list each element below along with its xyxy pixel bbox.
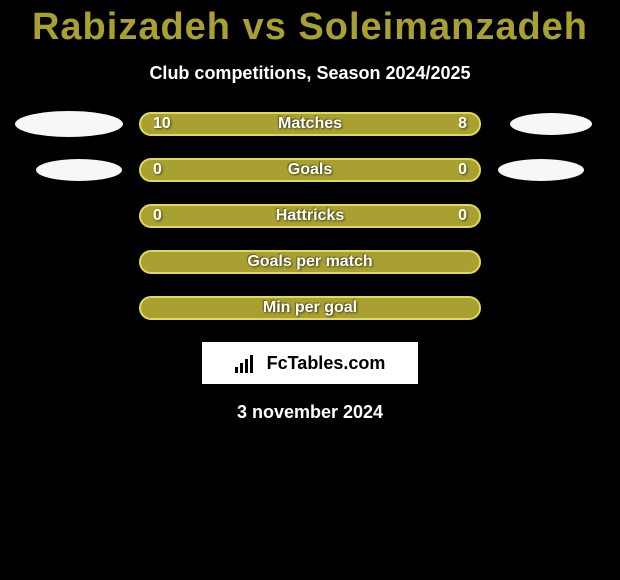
brand-badge: FcTables.com — [202, 342, 418, 384]
left-ellipse — [15, 111, 123, 137]
stat-right-value: 8 — [458, 115, 467, 133]
right-ellipse-slot — [491, 158, 611, 182]
stats-container: 10 Matches 8 0 Goals 0 0 Hattricks 0 Goals per ma… — [0, 112, 620, 320]
left-ellipse-slot — [9, 296, 129, 320]
stat-bar: 0 Goals 0 — [139, 158, 481, 182]
left-ellipse-slot — [9, 250, 129, 274]
page-title: Rabizadeh vs Soleimanzadeh — [0, 0, 620, 49]
left-ellipse-slot — [9, 204, 129, 228]
stat-left-value: 10 — [153, 115, 171, 133]
comparison-infographic: Rabizadeh vs Soleimanzadeh Club competit… — [0, 0, 620, 580]
stat-bar: 0 Hattricks 0 — [139, 204, 481, 228]
stat-left-value: 0 — [153, 207, 162, 225]
right-ellipse-slot — [491, 204, 611, 228]
stat-label: Min per goal — [263, 299, 357, 317]
stat-bar: Min per goal — [139, 296, 481, 320]
stat-right-value: 0 — [458, 161, 467, 179]
left-ellipse — [36, 159, 122, 181]
stat-row: 10 Matches 8 — [0, 112, 620, 136]
brand-text: FcTables.com — [267, 353, 386, 374]
stat-row: Min per goal — [0, 296, 620, 320]
stat-bar: 10 Matches 8 — [139, 112, 481, 136]
stat-left-value: 0 — [153, 161, 162, 179]
stat-row: 0 Goals 0 — [0, 158, 620, 182]
stat-row: Goals per match — [0, 250, 620, 274]
right-ellipse-slot — [491, 112, 611, 136]
stat-bar: Goals per match — [139, 250, 481, 274]
right-ellipse — [510, 113, 592, 135]
left-ellipse-slot — [9, 112, 129, 136]
right-ellipse-slot — [491, 296, 611, 320]
right-ellipse-slot — [491, 250, 611, 274]
bar-chart-icon — [235, 353, 261, 373]
left-ellipse-slot — [9, 158, 129, 182]
stat-label: Hattricks — [276, 207, 344, 225]
right-ellipse — [498, 159, 584, 181]
stat-label: Goals — [288, 161, 332, 179]
subtitle: Club competitions, Season 2024/2025 — [0, 63, 620, 84]
stat-row: 0 Hattricks 0 — [0, 204, 620, 228]
date-text: 3 november 2024 — [0, 402, 620, 423]
stat-label: Goals per match — [247, 253, 372, 271]
stat-right-value: 0 — [458, 207, 467, 225]
stat-label: Matches — [278, 115, 342, 133]
